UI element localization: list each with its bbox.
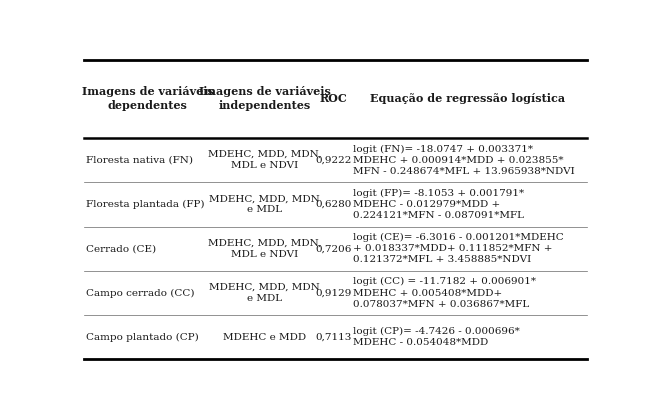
Text: MDEHC, MDD, MDN
e MDL: MDEHC, MDD, MDN e MDL xyxy=(209,283,320,303)
Text: logit (FP)= -8.1053 + 0.001791*
MDEHC - 0.012979*MDD +
0.224121*MFN - 0.087091*M: logit (FP)= -8.1053 + 0.001791* MDEHC - … xyxy=(354,189,525,220)
Text: Floresta nativa (FN): Floresta nativa (FN) xyxy=(86,156,193,164)
Text: ROC: ROC xyxy=(319,93,347,104)
Text: logit (CE)= -6.3016 - 0.001201*MDEHC
+ 0.018337*MDD+ 0.111852*MFN +
0.121372*MFL: logit (CE)= -6.3016 - 0.001201*MDEHC + 0… xyxy=(354,233,564,264)
Text: 0,9129: 0,9129 xyxy=(315,289,351,298)
Text: MDEHC e MDD: MDEHC e MDD xyxy=(223,333,306,342)
Text: logit (CC) = -11.7182 + 0.006901*
MDEHC + 0.005408*MDD+
0.078037*MFN + 0.036867*: logit (CC) = -11.7182 + 0.006901* MDEHC … xyxy=(354,277,536,309)
Text: Imagens de variáveis
dependentes: Imagens de variáveis dependentes xyxy=(82,85,214,111)
Text: 0,7113: 0,7113 xyxy=(315,333,351,342)
Text: MDEHC, MDD, MDN
e MDL: MDEHC, MDD, MDN e MDL xyxy=(209,194,320,215)
Text: logit (CP)= -4.7426 - 0.000696*
MDEHC - 0.054048*MDD: logit (CP)= -4.7426 - 0.000696* MDEHC - … xyxy=(354,327,520,347)
Text: 0,9222: 0,9222 xyxy=(315,156,351,164)
Text: Floresta plantada (FP): Floresta plantada (FP) xyxy=(86,200,204,209)
Text: Imagens de variáveis
independentes: Imagens de variáveis independentes xyxy=(198,85,331,111)
Text: 0,6280: 0,6280 xyxy=(315,200,351,209)
Text: Campo plantado (CP): Campo plantado (CP) xyxy=(86,333,198,342)
Text: Cerrado (CE): Cerrado (CE) xyxy=(86,244,156,253)
Text: Equação de regressão logística: Equação de regressão logística xyxy=(370,93,565,104)
Text: logit (FN)= -18.0747 + 0.003371*
MDEHC + 0.000914*MDD + 0.023855*
MFN - 0.248674: logit (FN)= -18.0747 + 0.003371* MDEHC +… xyxy=(354,144,575,176)
Text: MDEHC, MDD, MDN,
MDL e NDVI: MDEHC, MDD, MDN, MDL e NDVI xyxy=(208,239,322,259)
Text: Campo cerrado (CC): Campo cerrado (CC) xyxy=(86,289,195,298)
Text: 0,7206: 0,7206 xyxy=(315,244,351,253)
Text: MDEHC, MDD, MDN,
MDL e NDVI: MDEHC, MDD, MDN, MDL e NDVI xyxy=(208,150,322,170)
